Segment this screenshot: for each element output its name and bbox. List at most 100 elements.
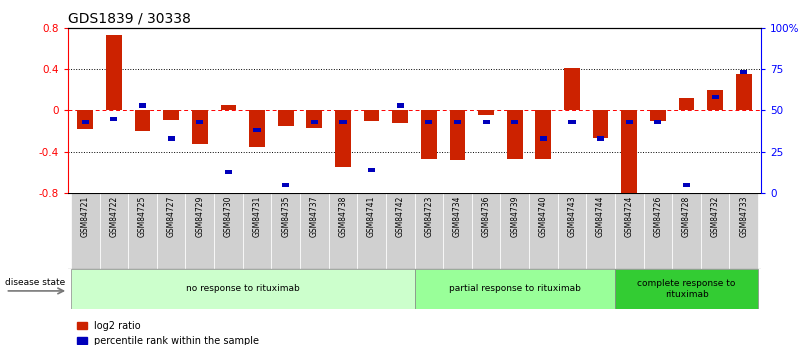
Bar bbox=[243, 193, 272, 269]
Bar bbox=[536, 110, 551, 159]
Bar bbox=[186, 193, 214, 269]
Text: GSM84733: GSM84733 bbox=[739, 196, 748, 237]
Legend: log2 ratio, percentile rank within the sample: log2 ratio, percentile rank within the s… bbox=[73, 317, 264, 345]
Text: GSM84739: GSM84739 bbox=[510, 196, 519, 237]
Text: GSM84742: GSM84742 bbox=[396, 196, 405, 237]
Bar bbox=[415, 269, 615, 309]
Bar bbox=[472, 193, 501, 269]
Bar bbox=[736, 74, 751, 110]
Bar bbox=[478, 110, 494, 115]
Bar bbox=[482, 120, 489, 124]
Text: complete response to
rituximab: complete response to rituximab bbox=[638, 279, 735, 299]
Bar bbox=[511, 120, 518, 124]
Bar bbox=[449, 110, 465, 160]
Bar bbox=[225, 170, 232, 174]
Bar bbox=[357, 193, 386, 269]
Bar bbox=[593, 110, 609, 138]
Text: disease state: disease state bbox=[6, 278, 66, 287]
Bar bbox=[615, 193, 643, 269]
Bar bbox=[557, 193, 586, 269]
Bar bbox=[683, 183, 690, 187]
Text: no response to rituximab: no response to rituximab bbox=[186, 284, 300, 294]
Bar bbox=[622, 110, 637, 195]
Text: GSM84725: GSM84725 bbox=[138, 196, 147, 237]
Bar bbox=[672, 193, 701, 269]
Bar bbox=[196, 120, 203, 124]
Bar bbox=[82, 120, 89, 124]
Bar bbox=[392, 110, 408, 123]
Text: GSM84724: GSM84724 bbox=[625, 196, 634, 237]
Bar bbox=[167, 137, 175, 141]
Bar bbox=[278, 110, 293, 126]
Bar bbox=[396, 104, 404, 108]
Text: GSM84736: GSM84736 bbox=[481, 196, 490, 237]
Bar bbox=[364, 110, 380, 121]
Bar bbox=[540, 137, 547, 141]
Bar bbox=[586, 193, 615, 269]
Bar bbox=[711, 95, 718, 99]
Bar bbox=[678, 98, 694, 110]
Bar bbox=[128, 193, 157, 269]
Bar bbox=[507, 110, 522, 159]
Bar bbox=[71, 193, 99, 269]
Bar bbox=[282, 183, 289, 187]
Text: GSM84735: GSM84735 bbox=[281, 196, 290, 237]
Bar bbox=[386, 193, 414, 269]
Bar bbox=[740, 70, 747, 75]
Text: GSM84740: GSM84740 bbox=[539, 196, 548, 237]
Bar bbox=[597, 137, 604, 141]
Bar bbox=[415, 193, 443, 269]
Text: GSM84721: GSM84721 bbox=[81, 196, 90, 237]
Bar bbox=[220, 105, 236, 110]
Bar bbox=[701, 193, 730, 269]
Text: GSM84743: GSM84743 bbox=[567, 196, 577, 237]
Bar bbox=[78, 110, 93, 129]
Text: GSM84734: GSM84734 bbox=[453, 196, 462, 237]
Bar bbox=[249, 110, 265, 147]
Bar bbox=[654, 120, 662, 124]
Text: GSM84738: GSM84738 bbox=[339, 196, 348, 237]
Bar bbox=[730, 193, 758, 269]
Bar bbox=[253, 128, 260, 132]
Text: GSM84731: GSM84731 bbox=[252, 196, 262, 237]
Text: GSM84730: GSM84730 bbox=[224, 196, 233, 237]
Bar bbox=[626, 120, 633, 124]
Text: GSM84727: GSM84727 bbox=[167, 196, 175, 237]
Text: GSM84728: GSM84728 bbox=[682, 196, 691, 237]
Bar bbox=[340, 120, 347, 124]
Bar bbox=[707, 90, 723, 110]
Text: GSM84737: GSM84737 bbox=[310, 196, 319, 237]
Bar bbox=[300, 193, 328, 269]
Text: GSM84723: GSM84723 bbox=[425, 196, 433, 237]
Text: GSM84744: GSM84744 bbox=[596, 196, 605, 237]
Bar bbox=[569, 120, 576, 124]
Text: GSM84726: GSM84726 bbox=[654, 196, 662, 237]
Text: GSM84741: GSM84741 bbox=[367, 196, 376, 237]
Bar bbox=[139, 104, 146, 108]
Bar bbox=[368, 168, 375, 172]
Bar bbox=[214, 193, 243, 269]
Bar bbox=[643, 193, 672, 269]
Bar bbox=[71, 269, 415, 309]
Bar bbox=[157, 193, 186, 269]
Text: GDS1839 / 30338: GDS1839 / 30338 bbox=[68, 11, 191, 25]
Bar bbox=[335, 110, 351, 167]
Text: GSM84722: GSM84722 bbox=[110, 196, 119, 237]
Bar bbox=[272, 193, 300, 269]
Bar bbox=[421, 110, 437, 159]
Bar bbox=[529, 193, 557, 269]
Text: partial response to rituximab: partial response to rituximab bbox=[449, 284, 581, 294]
Bar bbox=[425, 120, 433, 124]
Bar bbox=[192, 110, 207, 144]
Bar bbox=[615, 269, 758, 309]
Bar bbox=[328, 193, 357, 269]
Text: GSM84729: GSM84729 bbox=[195, 196, 204, 237]
Bar bbox=[106, 35, 122, 110]
Bar bbox=[307, 110, 322, 128]
Bar bbox=[443, 193, 472, 269]
Bar bbox=[135, 110, 151, 131]
Bar bbox=[501, 193, 529, 269]
Bar bbox=[111, 117, 118, 121]
Bar bbox=[650, 110, 666, 121]
Bar bbox=[454, 120, 461, 124]
